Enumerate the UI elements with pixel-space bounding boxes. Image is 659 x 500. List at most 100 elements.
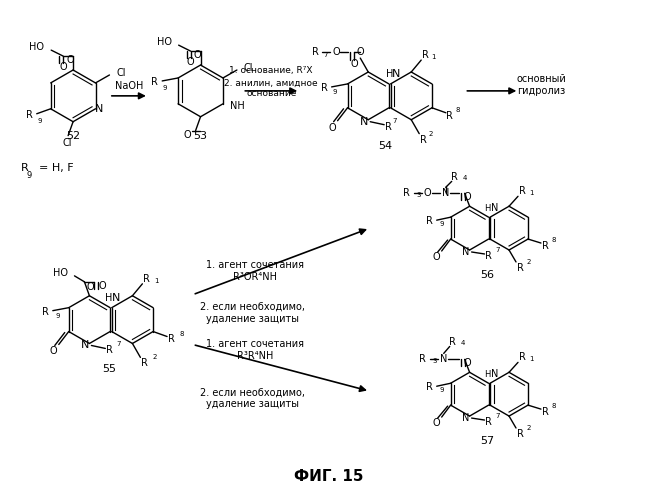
Text: удаление защиты: удаление защиты [206, 314, 299, 324]
Text: 57: 57 [480, 436, 494, 446]
Text: R³OR⁴NH: R³OR⁴NH [233, 272, 277, 282]
Text: R: R [26, 110, 33, 120]
Text: O: O [59, 62, 67, 72]
Text: 1. агент сочетания: 1. агент сочетания [206, 340, 304, 349]
Text: R: R [485, 251, 492, 261]
Text: 53: 53 [194, 130, 208, 140]
Text: R: R [167, 334, 175, 344]
Text: R: R [517, 429, 523, 439]
Text: удаление защиты: удаление защиты [206, 399, 299, 409]
Text: ФИГ. 15: ФИГ. 15 [295, 469, 364, 484]
Text: 9: 9 [38, 118, 42, 124]
Text: N: N [112, 292, 120, 302]
Text: гидролиз: гидролиз [517, 86, 565, 96]
Text: R: R [446, 111, 453, 120]
Text: O: O [329, 122, 336, 132]
Text: Cl: Cl [244, 63, 253, 73]
Text: R: R [143, 274, 150, 284]
Text: Cl: Cl [117, 68, 126, 78]
Text: NaOH: NaOH [115, 81, 143, 91]
Text: 7: 7 [496, 413, 500, 419]
Text: 9: 9 [56, 312, 60, 318]
Text: 56: 56 [480, 270, 494, 280]
Text: 2: 2 [527, 259, 531, 265]
Text: R: R [519, 186, 525, 196]
Text: 3: 3 [417, 192, 421, 198]
Text: 1: 1 [154, 278, 159, 284]
Text: R: R [542, 407, 548, 417]
Text: основание: основание [246, 90, 297, 98]
Text: R: R [106, 346, 113, 356]
Text: N: N [96, 104, 103, 114]
Text: 2: 2 [152, 354, 157, 360]
Text: O: O [99, 281, 106, 291]
Text: = H, F: = H, F [40, 164, 74, 173]
Text: R: R [449, 338, 456, 347]
Text: 4: 4 [461, 340, 465, 346]
Text: HO: HO [29, 42, 44, 52]
Text: O: O [433, 418, 440, 428]
Text: H: H [386, 69, 393, 79]
Text: O: O [50, 346, 57, 356]
Text: R: R [451, 172, 458, 182]
Text: 8: 8 [455, 107, 460, 113]
Text: 8: 8 [179, 330, 183, 336]
Text: HO: HO [53, 268, 67, 278]
Text: 1: 1 [529, 356, 533, 362]
Text: R: R [152, 77, 158, 87]
Text: 52: 52 [66, 130, 80, 140]
Text: O: O [194, 50, 202, 60]
Text: 3: 3 [433, 358, 438, 364]
Text: 2. если необходимо,: 2. если необходимо, [200, 302, 305, 312]
Text: R: R [485, 417, 492, 427]
Text: Cl: Cl [63, 138, 72, 147]
Text: R: R [403, 188, 410, 198]
Text: R: R [21, 164, 29, 173]
Text: 9: 9 [163, 85, 167, 91]
Text: 8: 8 [552, 237, 556, 243]
Text: O: O [86, 282, 94, 292]
Text: R: R [141, 358, 148, 368]
Text: R: R [420, 134, 426, 144]
Text: R: R [321, 83, 328, 93]
Text: R: R [312, 47, 318, 57]
Text: 1. основание, R⁷X: 1. основание, R⁷X [229, 66, 313, 76]
Text: 2: 2 [527, 425, 531, 431]
Text: H: H [484, 370, 490, 379]
Text: 4: 4 [463, 176, 467, 182]
Text: основный: основный [516, 74, 566, 84]
Text: O: O [464, 192, 471, 202]
Text: R: R [519, 352, 525, 362]
Text: 2. анилин, амидное: 2. анилин, амидное [225, 78, 318, 88]
Text: 9: 9 [332, 89, 337, 95]
Text: N: N [442, 188, 449, 198]
Text: O: O [424, 188, 432, 198]
Text: R³R⁴NH: R³R⁴NH [237, 352, 273, 362]
Text: R: R [517, 263, 523, 273]
Text: 9: 9 [26, 171, 32, 180]
Text: 7: 7 [496, 247, 500, 253]
Text: N: N [360, 116, 368, 126]
Text: O: O [357, 47, 364, 57]
Text: O: O [184, 130, 191, 140]
Text: R: R [426, 216, 433, 226]
Text: 9: 9 [440, 221, 444, 227]
Text: O: O [464, 358, 471, 368]
Text: 2. если необходимо,: 2. если необходимо, [200, 387, 305, 397]
Text: R: R [422, 50, 428, 60]
Text: R: R [542, 241, 548, 251]
Text: H: H [484, 204, 490, 212]
Text: 1: 1 [529, 190, 533, 196]
Text: O: O [186, 57, 194, 67]
Text: N: N [490, 203, 498, 213]
Text: R: R [426, 382, 433, 392]
Text: R: R [385, 122, 391, 132]
Text: H: H [105, 292, 113, 302]
Text: N: N [462, 247, 469, 257]
Text: O: O [333, 47, 340, 57]
Text: O: O [433, 252, 440, 262]
Text: N: N [462, 413, 469, 423]
Text: O: O [67, 55, 74, 65]
Text: 54: 54 [378, 140, 392, 150]
Text: N: N [81, 340, 90, 350]
